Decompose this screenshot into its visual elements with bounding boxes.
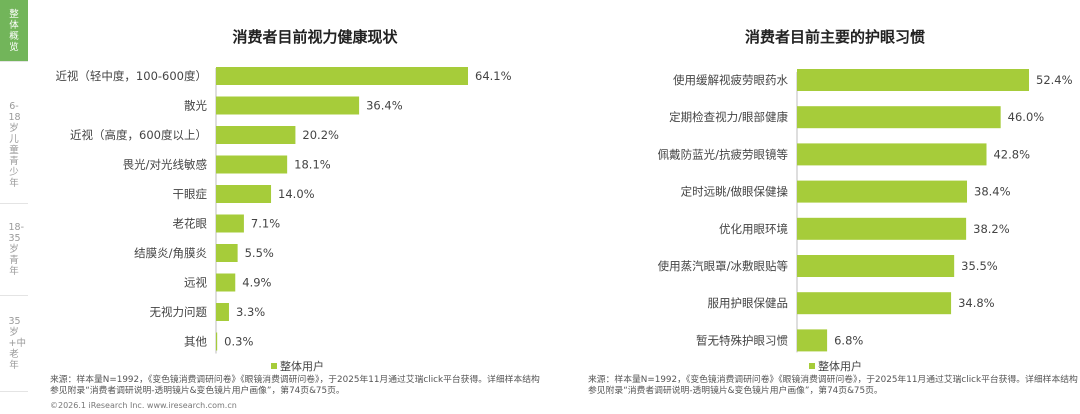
- chart-title-eye-care-habits: 消费者目前主要的护眼习惯: [690, 26, 980, 47]
- category-label: 优化用眼环境: [719, 222, 788, 236]
- bar: [216, 67, 468, 85]
- value-label: 14.0%: [278, 187, 315, 201]
- bar: [797, 106, 1001, 128]
- value-label: 46.0%: [1008, 110, 1045, 124]
- category-label: 近视（轻中度，100-600度）: [55, 69, 207, 83]
- chart-vision-status: 近视（轻中度，100-600度） 64.1% 散光 36.4% 近视（高度，600度以上…: [40, 60, 540, 360]
- legend-swatch: [809, 363, 815, 369]
- value-label: 36.4%: [366, 99, 403, 113]
- source-note-left: 来源：样本量N=1992，《变色镜消费调研问卷》《眼镜消费调研问卷》，于2025…: [50, 375, 545, 397]
- value-label: 3.3%: [236, 305, 265, 319]
- bar: [216, 126, 295, 144]
- bar: [797, 69, 1029, 91]
- category-label: 近视（高度，600度以上）: [70, 128, 207, 142]
- bar: [797, 329, 827, 351]
- legend-right: 整体用户: [809, 358, 862, 374]
- bar: [216, 303, 229, 321]
- value-label: 64.1%: [475, 69, 512, 83]
- bar: [797, 181, 967, 203]
- category-label: 无视力问题: [150, 305, 208, 319]
- category-label: 其他: [184, 335, 207, 349]
- value-label: 5.5%: [245, 246, 274, 260]
- category-label: 定时远眺/做眼保健操: [681, 185, 789, 199]
- chart-title-vision-status: 消费者目前视力健康现状: [170, 26, 460, 47]
- category-label: 干眼症: [173, 187, 208, 201]
- category-label: 散光: [184, 99, 207, 113]
- category-label: 结膜炎/角膜炎: [134, 246, 207, 260]
- value-label: 35.5%: [961, 259, 998, 273]
- bar: [216, 156, 287, 174]
- legend-swatch: [271, 363, 277, 369]
- value-label: 52.4%: [1036, 73, 1073, 87]
- chart-eye-care-habits: 使用缓解视疲劳眼药水 52.4% 定期检查视力/眼部健康 46.0% 佩戴防蓝光/抗疲劳…: [580, 60, 1080, 360]
- value-label: 18.1%: [294, 158, 331, 172]
- legend-label: 整体用户: [280, 358, 324, 374]
- bar: [216, 97, 359, 115]
- bar: [797, 255, 954, 277]
- legend-left: 整体用户: [271, 358, 324, 374]
- value-label: 42.8%: [993, 147, 1030, 161]
- nav-item-children[interactable]: 6-18岁儿童青少年: [0, 86, 28, 204]
- value-label: 7.1%: [251, 217, 280, 231]
- legend-label: 整体用户: [818, 358, 862, 374]
- source-note-right: 来源：样本量N=1992，《变色镜消费调研问卷》《眼镜消费调研问卷》，于2025…: [588, 375, 1078, 397]
- value-label: 0.3%: [224, 335, 253, 349]
- value-label: 6.8%: [834, 333, 863, 347]
- value-label: 38.2%: [973, 222, 1010, 236]
- category-label: 畏光/对光线敏感: [123, 158, 207, 172]
- nav-item-overview[interactable]: 整体概览: [0, 0, 28, 62]
- nav-item-overview-label: 整体概览: [9, 9, 20, 53]
- nav-item-youth-label: 18-35岁青年: [9, 222, 20, 277]
- bar: [216, 215, 244, 233]
- value-label: 4.9%: [242, 276, 271, 290]
- copyright: ©2026.1 iResearch Inc. www.iresearch.com…: [50, 401, 237, 410]
- nav-item-middle-aged-label: 35岁+中老年: [9, 316, 20, 371]
- category-label: 远视: [184, 276, 207, 290]
- bar: [216, 244, 238, 262]
- value-label: 38.4%: [974, 185, 1011, 199]
- side-nav: 整体概览 6-18岁儿童青少年 18-35岁青年 35岁+中老年: [0, 0, 28, 414]
- category-label: 老花眼: [173, 217, 208, 231]
- category-label: 佩戴防蓝光/抗疲劳眼镜等: [658, 147, 788, 161]
- bar: [797, 292, 951, 314]
- nav-item-middle-aged[interactable]: 35岁+中老年: [0, 296, 28, 392]
- category-label: 使用蒸汽眼罩/冰敷眼贴等: [658, 259, 788, 273]
- nav-item-children-label: 6-18岁儿童青少年: [9, 101, 20, 189]
- category-label: 使用缓解视疲劳眼药水: [673, 73, 788, 87]
- bar: [797, 143, 986, 165]
- nav-item-youth[interactable]: 18-35岁青年: [0, 204, 28, 296]
- bar: [216, 274, 235, 292]
- value-label: 20.2%: [302, 128, 339, 142]
- value-label: 34.8%: [958, 296, 995, 310]
- category-label: 暂无特殊护眼习惯: [696, 333, 788, 347]
- bar: [797, 218, 966, 240]
- category-label: 定期检查视力/眼部健康: [669, 110, 788, 124]
- bar: [216, 185, 271, 203]
- category-label: 服用护眼保健品: [708, 296, 789, 310]
- bar: [216, 333, 217, 351]
